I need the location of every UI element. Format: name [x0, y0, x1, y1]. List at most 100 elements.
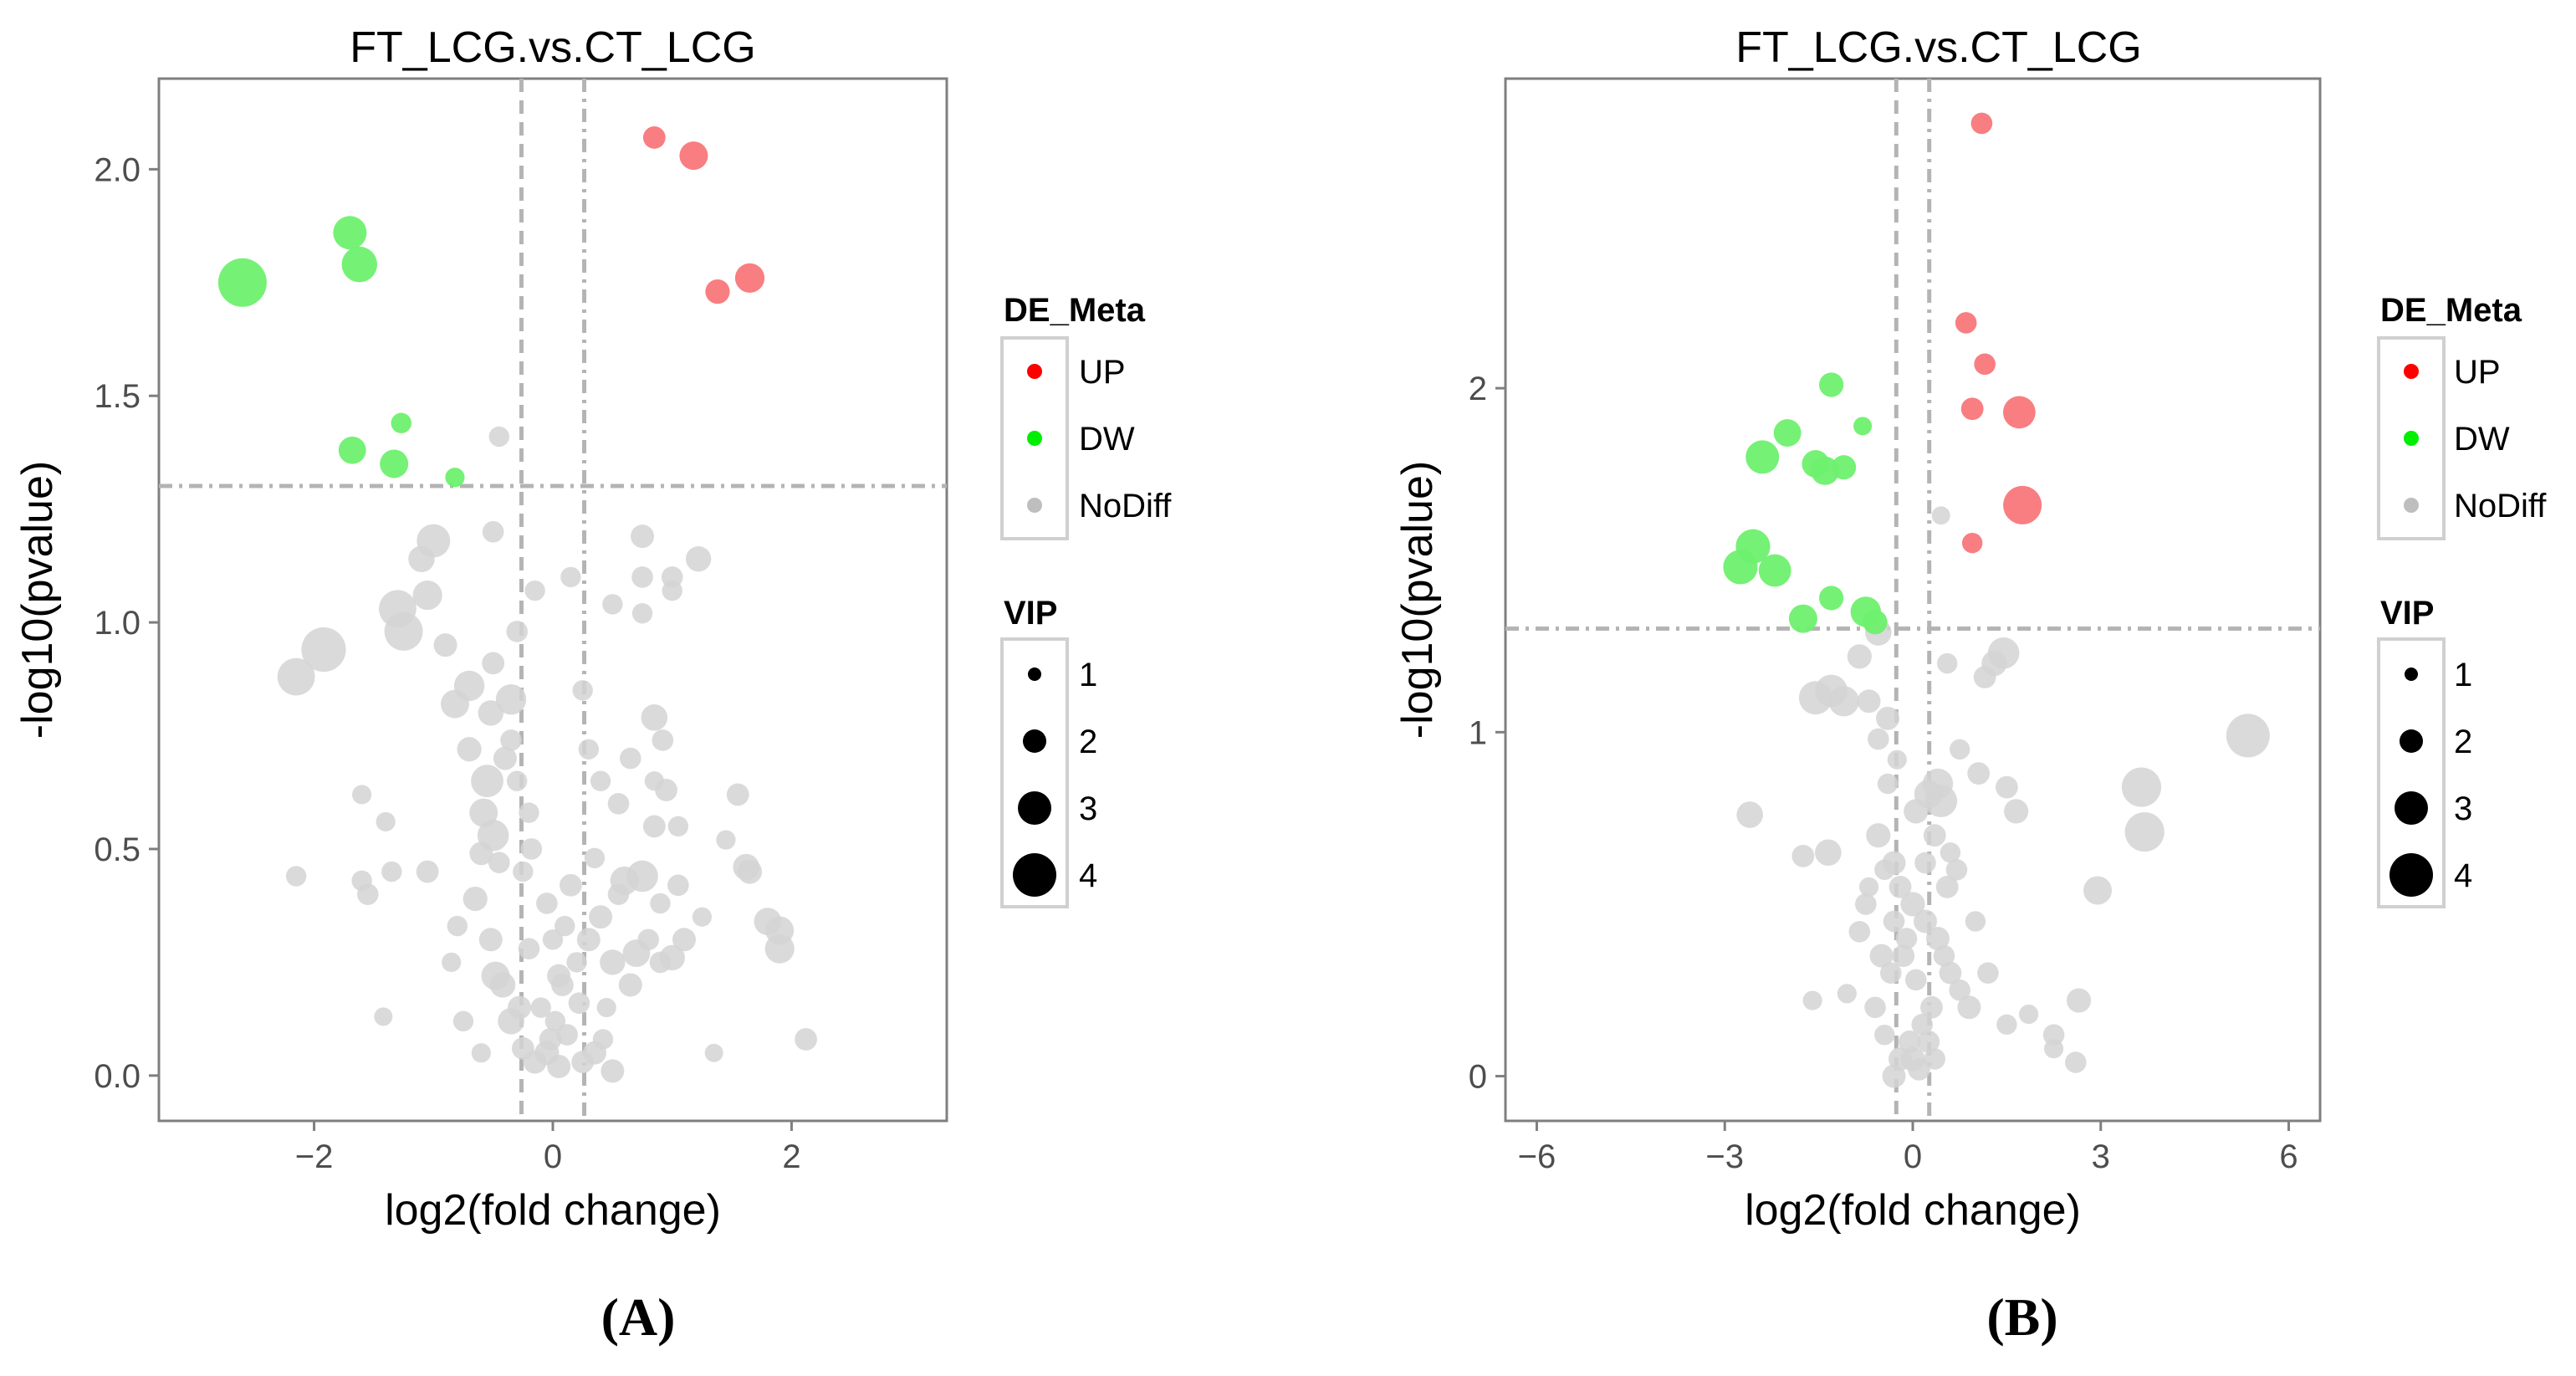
panel-b-label: (B) [1986, 1287, 2057, 1347]
point-nodiff [555, 915, 575, 937]
point-nodiff [513, 861, 534, 882]
legend-b-size-3-label: 3 [2454, 790, 2472, 827]
point-dw [391, 412, 411, 433]
point-nodiff [1874, 859, 1895, 881]
legend-a-size-1-swatch [1028, 668, 1041, 681]
point-nodiff [506, 621, 528, 642]
point-nodiff [1957, 995, 1981, 1020]
point-up [1961, 532, 1983, 554]
point-nodiff [672, 928, 696, 952]
point-nodiff [518, 938, 540, 959]
point-nodiff [754, 908, 782, 936]
point-nodiff [482, 520, 504, 543]
point-nodiff [2042, 1024, 2065, 1046]
point-nodiff [519, 802, 539, 823]
legend-a-color-title: DE_Meta [1004, 292, 1146, 329]
point-nodiff [1892, 944, 1915, 968]
point-nodiff [1973, 666, 1996, 688]
point-nodiff [568, 992, 590, 1014]
legend-b-size-1-swatch [2405, 668, 2418, 681]
point-nodiff [469, 841, 493, 866]
point-up [2002, 396, 2036, 429]
chart-b-x-axis: −6 −3 0 3 6 [1518, 1121, 2298, 1175]
point-nodiff [572, 680, 593, 701]
point-nodiff [2083, 876, 2113, 905]
point-nodiff [1857, 689, 1881, 714]
point-nodiff [1889, 875, 1912, 898]
point-nodiff [1933, 944, 1955, 967]
point-nodiff [2226, 714, 2270, 758]
point-dw [1758, 554, 1791, 587]
point-nodiff [478, 928, 503, 952]
point-nodiff [530, 997, 551, 1018]
point-dw [1819, 586, 1844, 611]
legend-b-dw-label: DW [2454, 421, 2510, 458]
chart-b-legend: DE_Meta UP DW NoDiff VIP 1 [2377, 292, 2547, 908]
y-tick-label: 0 [1469, 1059, 1487, 1096]
point-nodiff [1879, 962, 1902, 984]
point-nodiff [493, 746, 517, 770]
chart-b-title: FT_LCG.vs.CT_LCG [1735, 23, 2141, 72]
point-nodiff [619, 747, 641, 770]
x-tick-label: 6 [2279, 1138, 2297, 1175]
point-nodiff [2004, 799, 2029, 824]
panel-a-label: (A) [601, 1287, 676, 1347]
legend-a-size-3-swatch [1018, 791, 1051, 825]
point-nodiff [482, 652, 505, 675]
point-nodiff [1828, 686, 1859, 717]
y-tick-label: 0.5 [94, 831, 141, 868]
point-nodiff [551, 974, 574, 996]
point-up [2003, 485, 2042, 524]
point-nodiff [442, 952, 462, 972]
point-nodiff [641, 704, 668, 731]
point-nodiff [1949, 979, 1970, 1001]
point-dw [1773, 419, 1802, 447]
chart-b-y-label: -log10(pvalue) [1393, 461, 1442, 739]
point-nodiff [1877, 773, 1899, 795]
point-up [642, 126, 666, 149]
point-nodiff [2124, 811, 2165, 852]
legend-b-size-3-swatch [2395, 791, 2428, 825]
legend-a-nodiff-swatch [1027, 498, 1042, 513]
point-nodiff [2066, 988, 2092, 1013]
chart-a-y-axis: 0.0 0.5 1.0 1.5 2.0 [94, 151, 159, 1095]
point-nodiff [285, 866, 307, 887]
legend-a-size-4-swatch [1013, 853, 1056, 897]
point-up [1960, 397, 1984, 421]
point-nodiff [716, 830, 736, 850]
point-nodiff [596, 997, 616, 1018]
point-nodiff [1847, 644, 1872, 669]
point-nodiff [1939, 961, 1962, 985]
point-nodiff [539, 1028, 562, 1051]
legend-a-nodiff-label: NoDiff [1079, 488, 1172, 524]
point-dw [217, 258, 267, 307]
point-nodiff [1924, 1048, 1946, 1070]
point-nodiff [601, 1059, 625, 1083]
legend-a-dw-label: DW [1079, 421, 1135, 458]
chart-a-x-axis: −2 0 2 [295, 1121, 801, 1175]
point-nodiff [2043, 1039, 2064, 1059]
point-dw [1863, 610, 1888, 635]
point-nodiff [1874, 1024, 1895, 1046]
point-nodiff [488, 852, 510, 874]
point-up [705, 279, 730, 304]
point-nodiff [795, 1028, 817, 1051]
point-nodiff [600, 949, 626, 975]
panel-a: FT_LCG.vs.CT_LCG −2 0 2 0.0 0.5 1.0 1.5 2.0 lo… [13, 23, 1172, 1347]
legend-a-size-1-label: 1 [1079, 657, 1097, 693]
point-nodiff [1917, 1031, 1940, 1053]
point-nodiff [277, 657, 315, 696]
point-nodiff [1925, 927, 1950, 951]
point-nodiff [1923, 824, 1946, 847]
legend-b-nodiff-label: NoDiff [2454, 488, 2547, 524]
point-nodiff [1864, 996, 1886, 1019]
point-nodiff [607, 792, 630, 815]
point-nodiff [1802, 990, 1822, 1010]
point-nodiff [301, 627, 346, 673]
point-nodiff [704, 1043, 723, 1062]
point-nodiff [1913, 909, 1937, 934]
point-nodiff [352, 785, 372, 805]
point-nodiff [381, 861, 402, 882]
point-dw [1723, 550, 1758, 585]
